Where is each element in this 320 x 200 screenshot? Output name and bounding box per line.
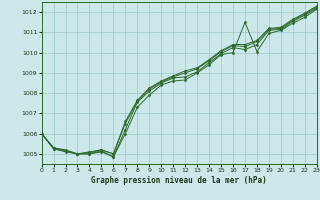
- X-axis label: Graphe pression niveau de la mer (hPa): Graphe pression niveau de la mer (hPa): [91, 176, 267, 185]
